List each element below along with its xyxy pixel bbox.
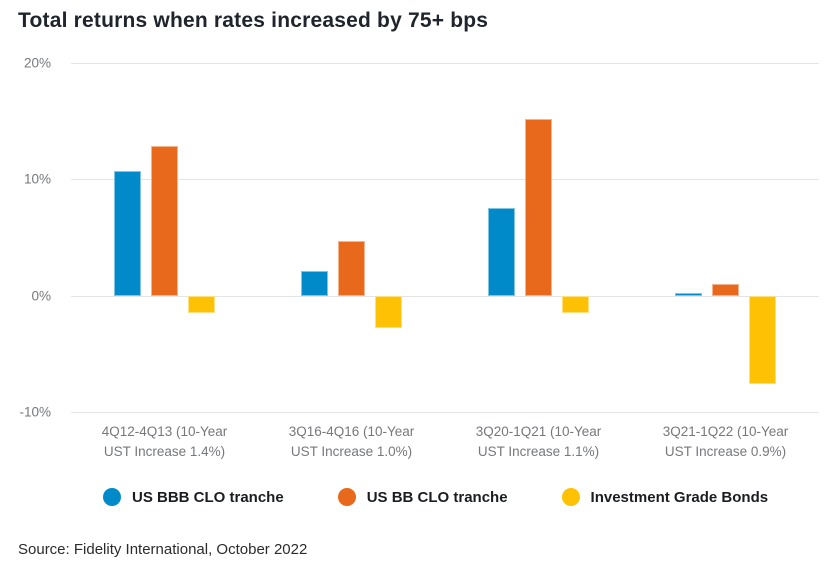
plot-area: 20% 10% 0% -10% <box>19 56 819 420</box>
bar-us-bbb-clo-tranche-group-1 <box>114 171 141 296</box>
bar-us-bbb-clo-tranche-group-3 <box>488 208 515 296</box>
bar-investment-grade-bonds-group-3 <box>562 295 589 314</box>
legend-item-us-bbb-clo-tranche: US BBB CLO tranche <box>103 488 284 506</box>
bar-us-bb-clo-tranche-group-1 <box>151 145 178 296</box>
legend: US BBB CLO tranche US BB CLO tranche Inv… <box>103 488 768 506</box>
y-axis-tick-0%: 0% <box>31 288 51 304</box>
y-axis-tick-10%: 10% <box>23 171 51 187</box>
gridline--10% <box>71 412 819 413</box>
bar-us-bb-clo-tranche-group-2 <box>338 240 365 296</box>
y-axis-tick--10%: -10% <box>19 404 51 420</box>
chart-title: Total returns when rates increased by 75… <box>18 9 489 32</box>
legend-marker-blue-circle-icon <box>103 488 121 506</box>
x-axis-labels: 4Q12-4Q13 (10-Year UST Increase 1.4%) 3Q1… <box>71 422 819 461</box>
legend-marker-yellow-circle-icon <box>561 488 580 506</box>
x-axis-label-group-1: 4Q12-4Q13 (10-Year UST Increase 1.4%) <box>101 424 228 459</box>
gridline-0% <box>71 295 819 297</box>
legend-label-investment-grade-bonds: Investment Grade Bonds <box>590 488 769 506</box>
bar-investment-grade-bonds-group-2 <box>375 295 402 329</box>
legend-marker-orange-circle-icon <box>337 488 356 506</box>
source-note: Source: Fidelity International, October … <box>18 541 308 558</box>
x-axis-label-group-4: 3Q21-1Q22 (10-Year UST Increase 0.9%) <box>662 424 789 459</box>
bar-us-bb-clo-tranche-group-3 <box>525 118 552 296</box>
legend-item-investment-grade-bonds: Investment Grade Bonds <box>561 488 769 506</box>
x-axis-label-group-2: 3Q16-4Q16 (10-Year UST Increase 1.0%) <box>288 424 415 459</box>
legend-label-us-bb-clo-tranche: US BB CLO tranche <box>366 488 508 506</box>
gridline-20% <box>71 63 819 64</box>
legend-item-us-bb-clo-tranche: US BB CLO tranche <box>337 488 508 506</box>
bar-investment-grade-bonds-group-4 <box>749 295 776 385</box>
bar-us-bbb-clo-tranche-group-4 <box>675 293 702 296</box>
y-axis-tick-20%: 20% <box>23 55 51 71</box>
legend-label-us-bbb-clo-tranche: US BBB CLO tranche <box>132 488 284 506</box>
gridline-10% <box>71 179 819 181</box>
x-axis-label-group-3: 3Q20-1Q21 (10-Year UST Increase 1.1%) <box>475 424 602 459</box>
bar-us-bbb-clo-tranche-group-2 <box>301 271 328 296</box>
bar-investment-grade-bonds-group-1 <box>188 295 215 314</box>
bar-us-bb-clo-tranche-group-4 <box>712 284 739 296</box>
